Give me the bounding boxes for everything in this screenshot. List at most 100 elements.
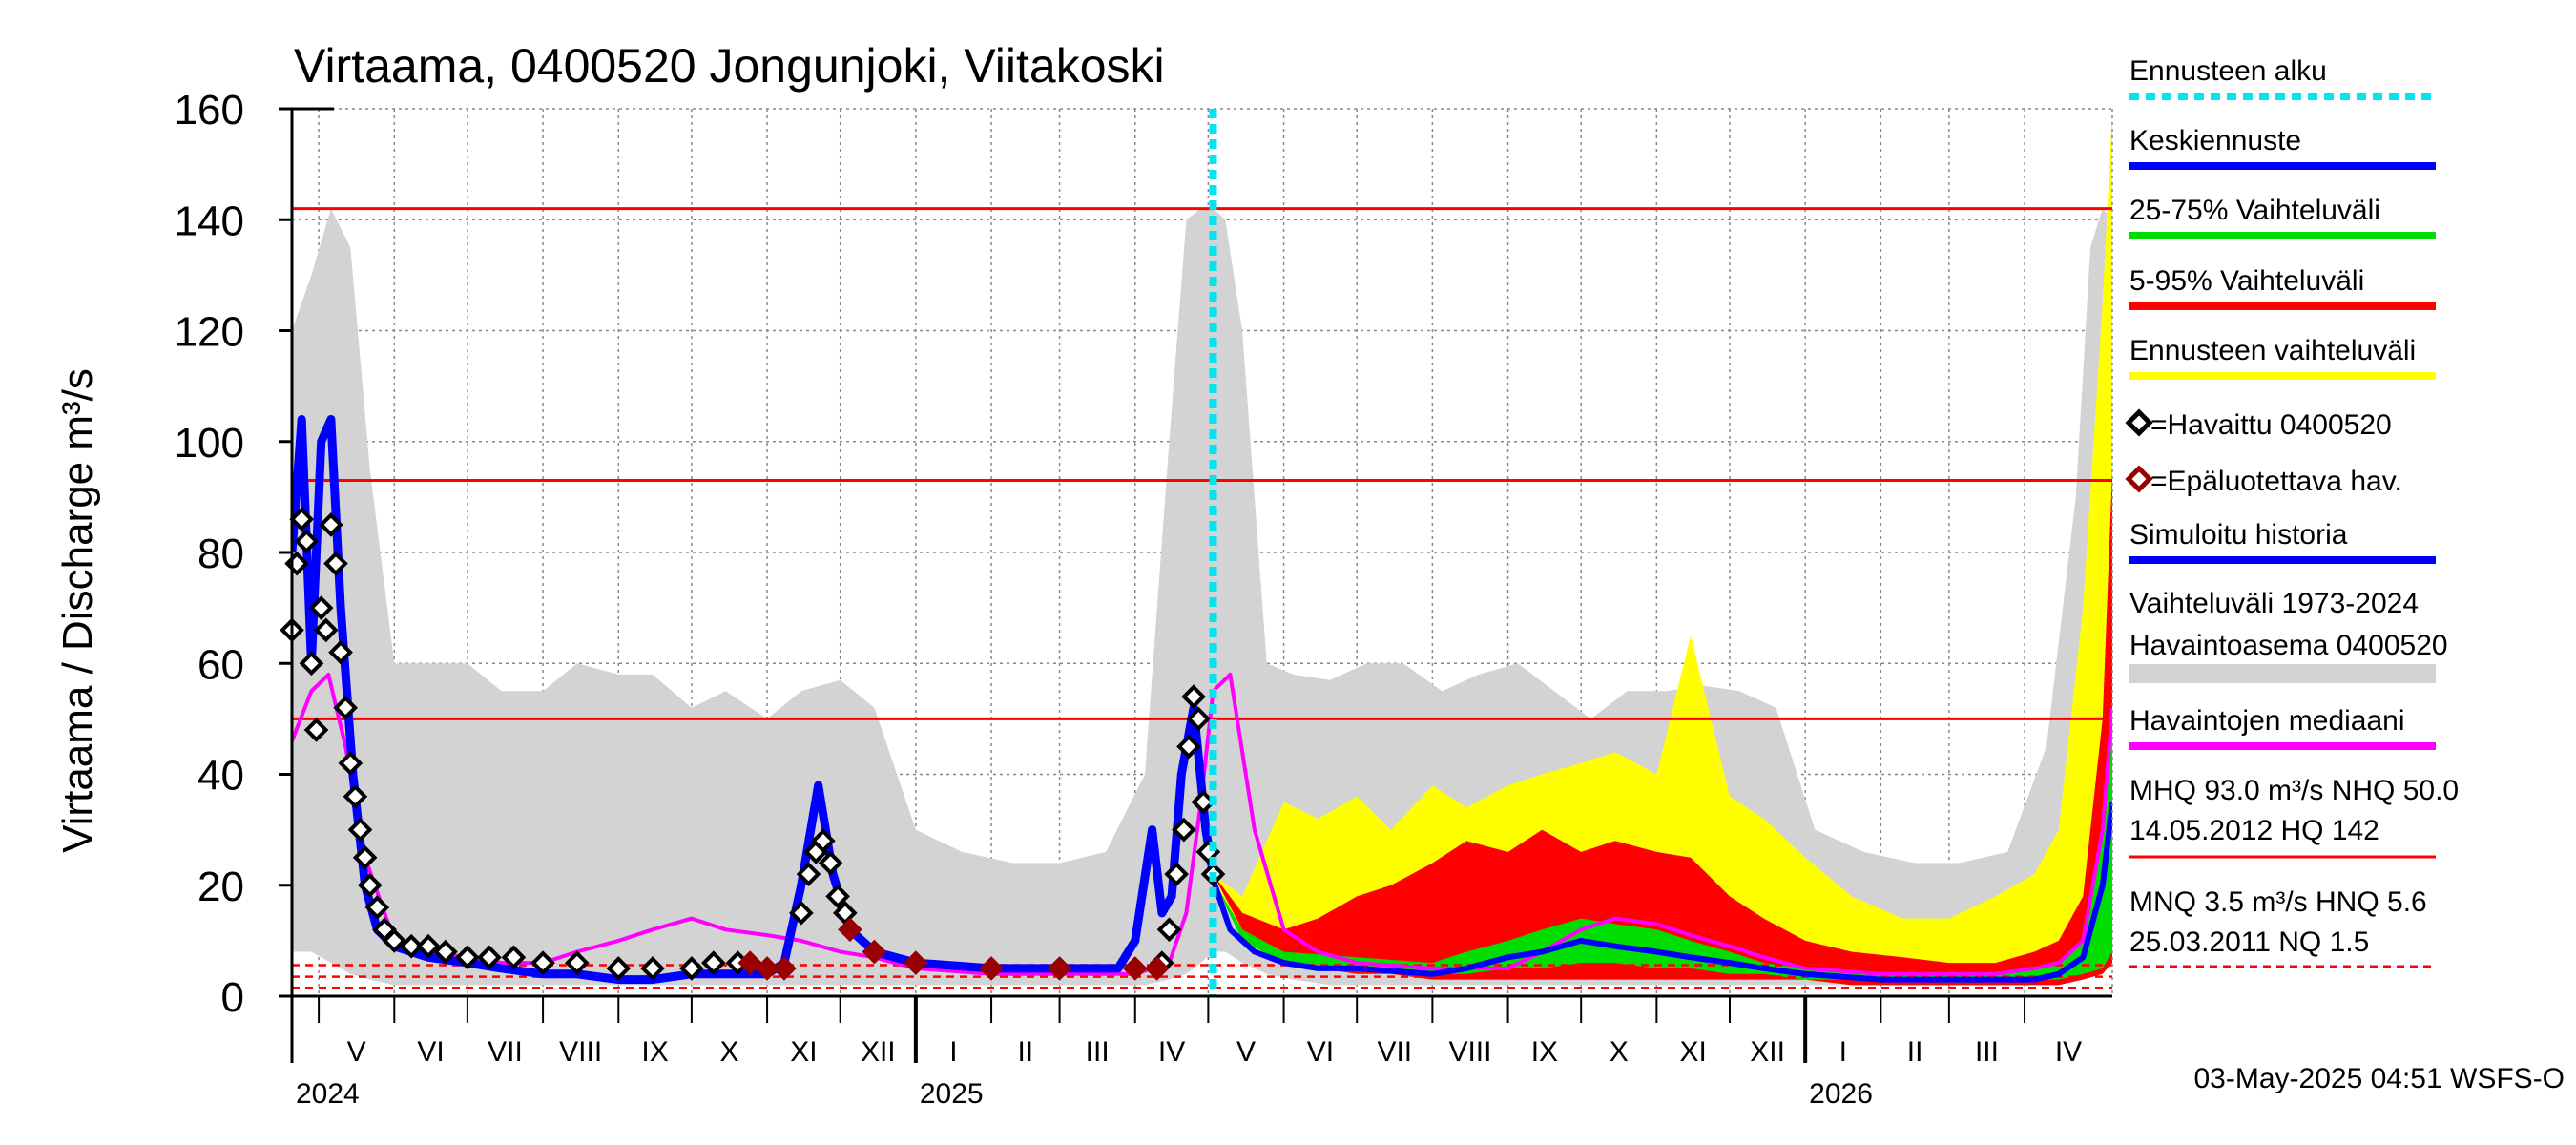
month-label: IX — [641, 1036, 668, 1068]
observation-marker — [825, 884, 850, 909]
month-label: V — [1236, 1036, 1256, 1068]
chart-title: Virtaama, 0400520 Jongunjoki, Viitakoski — [294, 39, 1165, 93]
month-label: III — [1975, 1036, 1999, 1068]
observation-marker — [343, 783, 368, 809]
month-label: VII — [1377, 1036, 1412, 1068]
observation-markers — [280, 507, 1226, 981]
observation-marker — [364, 895, 390, 920]
month-label: IX — [1531, 1036, 1558, 1068]
observation-marker — [289, 507, 315, 531]
observation-marker — [737, 950, 763, 975]
legend-label: Keskiennuste — [2129, 125, 2301, 156]
observation-marker — [477, 945, 502, 970]
month-label: I — [1839, 1036, 1847, 1068]
observation-marker — [357, 872, 383, 898]
y-tick-label: 120 — [175, 309, 244, 356]
observation-marker — [530, 950, 555, 975]
observation-marker — [399, 933, 424, 959]
legend-label: Ennusteen vaihteluväli — [2129, 335, 2416, 366]
year-label: 2024 — [296, 1078, 360, 1110]
footer-timestamp: 03-May-2025 04:51 WSFS-O — [2194, 1063, 2566, 1094]
y-tick-label: 20 — [197, 864, 244, 910]
legend-marker-icon — [2125, 408, 2153, 437]
legend-label: Havaintojen mediaani — [2129, 705, 2405, 737]
observation-marker — [1122, 956, 1148, 981]
legend-item-mnq-3-5-m-s-hnq-5-6: MNQ 3.5 m³/s HNQ 5.6 25.03.2011 NQ 1.5 — [2129, 886, 2436, 968]
month-label: XI — [1679, 1036, 1706, 1068]
observation-marker — [299, 651, 324, 677]
observation-marker — [303, 718, 329, 742]
observation-marker — [308, 595, 334, 620]
observation-marker — [1164, 862, 1190, 886]
observation-marker — [328, 639, 353, 665]
range-bands — [292, 109, 2112, 986]
month-label: X — [1610, 1036, 1629, 1068]
observation-marker — [1176, 734, 1201, 760]
legend-label-line2: 14.05.2012 HQ 142 — [2129, 815, 2379, 846]
legend-label: MNQ 3.5 m³/s HNQ 5.6 — [2129, 886, 2427, 918]
legend-item-vaihteluv-li-1973-2024: Vaihteluväli 1973-2024 Havaintoasema 040… — [2129, 588, 2448, 683]
y-tick-label: 0 — [221, 974, 244, 1021]
y-axis-ticks: 0 20 40 60 80 100 120 140 160 — [175, 87, 292, 1021]
year-label: 2025 — [920, 1078, 984, 1110]
month-label: IV — [2055, 1036, 2082, 1068]
observation-marker — [382, 928, 407, 953]
month-label: VIII — [1448, 1036, 1491, 1068]
legend-label: =Havaittu 0400520 — [2150, 409, 2392, 441]
legend-item-ennusteen-alku: Ennusteen alku — [2129, 55, 2436, 100]
month-label: I — [949, 1036, 957, 1068]
legend-label: Ennusteen alku — [2129, 55, 2327, 87]
band-25-75-vaihteluv-li — [1213, 718, 2112, 980]
legend-label-line2: 25.03.2011 NQ 1.5 — [2129, 926, 2369, 958]
observation-marker — [755, 956, 779, 981]
legend-item-25-75-vaihteluv-li: 25-75% Vaihteluväli — [2129, 195, 2436, 239]
observation-marker — [416, 933, 441, 959]
legend-item-simuloitu-historia: Simuloitu historia — [2129, 519, 2436, 564]
observation-marker — [1144, 956, 1170, 981]
legend: Ennusteen alku Keskiennuste 25-75% Vaihtel… — [2125, 55, 2459, 968]
month-label: VII — [488, 1036, 523, 1068]
observation-marker — [352, 844, 378, 870]
legend-label: 25-75% Vaihteluväli — [2129, 195, 2380, 226]
observation-marker — [501, 945, 527, 970]
observation-marker — [1047, 956, 1072, 981]
observation-marker — [772, 956, 797, 981]
month-label: X — [719, 1036, 738, 1068]
legend-item-5-95-vaihteluv-li: 5-95% Vaihteluväli — [2129, 265, 2436, 310]
month-label: VI — [1307, 1036, 1334, 1068]
legend-item--havaittu-0400520: =Havaittu 0400520 — [2125, 408, 2392, 441]
month-label: VIII — [559, 1036, 602, 1068]
y-tick-label: 60 — [197, 641, 244, 688]
observation-marker — [294, 529, 320, 554]
month-label: XII — [861, 1036, 896, 1068]
observation-marker — [455, 945, 480, 970]
legend-item-keskiennuste: Keskiennuste — [2129, 125, 2436, 170]
month-label: V — [347, 1036, 366, 1068]
observation-marker — [701, 950, 726, 975]
legend-label: 5-95% Vaihteluväli — [2129, 265, 2364, 297]
observation-marker — [979, 956, 1004, 981]
band-ennusteen-vaihteluv-li — [1213, 109, 2112, 980]
band-5-95-vaihteluv-li — [1213, 468, 2112, 986]
legend-label-line2: Havaintoasema 0400520 — [2129, 630, 2448, 661]
observation-marker — [789, 900, 814, 926]
observation-marker — [338, 751, 364, 776]
line-keskiennuste — [1210, 802, 2112, 983]
year-label: 2026 — [1809, 1078, 1873, 1110]
observation-marker — [838, 917, 862, 943]
legend-item-havaintojen-mediaani: Havaintojen mediaani — [2129, 705, 2436, 750]
observation-marker — [319, 512, 343, 537]
month-label: IV — [1158, 1036, 1185, 1068]
observation-marker — [333, 695, 359, 720]
legend-label: Vaihteluväli 1973-2024 — [2129, 588, 2419, 619]
legend-marker-icon — [2125, 465, 2153, 493]
observation-marker — [1181, 684, 1206, 709]
observation-marker — [606, 956, 632, 981]
month-label: III — [1086, 1036, 1110, 1068]
legend-item-ennusteen-vaihteluv-li: Ennusteen vaihteluväli — [2129, 335, 2436, 380]
observation-marker — [810, 828, 836, 854]
observation-marker — [1156, 917, 1182, 943]
observation-marker — [1172, 817, 1196, 843]
legend-label: Simuloitu historia — [2129, 519, 2348, 551]
